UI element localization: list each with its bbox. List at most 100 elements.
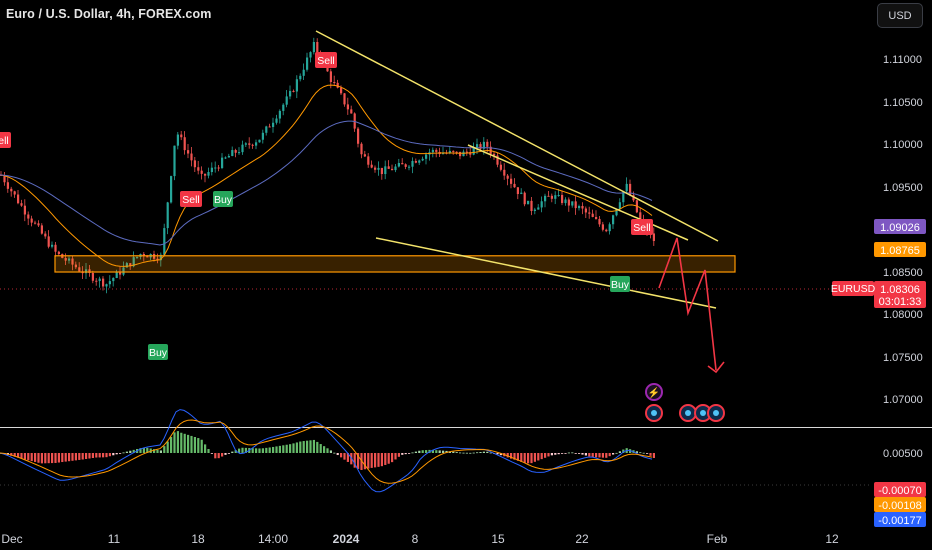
price-tick-label: 1.10500 (883, 97, 923, 109)
price-tick-label: 1.08500 (883, 267, 923, 279)
macd-histogram-bar (47, 453, 50, 464)
candle-body (78, 267, 81, 272)
macd-histogram-bar (346, 453, 349, 462)
macd-histogram-bar (156, 449, 159, 453)
macd-histogram-bar (258, 448, 261, 453)
candle-body (210, 167, 213, 173)
candle-body (618, 202, 621, 210)
price-badge (874, 281, 926, 296)
macd-histogram-bar (605, 453, 608, 458)
candle-body (329, 71, 332, 82)
candle-body (503, 169, 506, 176)
time-tick-label: 11 (108, 532, 121, 546)
macd-histogram-bar (336, 453, 339, 456)
signal-buy[interactable] (610, 276, 630, 292)
macd-histogram-bar (51, 453, 54, 464)
macd-histogram-bar (187, 434, 190, 453)
candle-body (6, 182, 9, 189)
macd-histogram-bar (472, 452, 475, 454)
candle-body (598, 218, 601, 225)
candle-body (289, 90, 292, 97)
support-zone[interactable] (54, 255, 736, 273)
macd-histogram-bar (244, 447, 247, 453)
macd-histogram-bar (221, 453, 224, 457)
price-badge-text: 1.09026 (880, 222, 920, 234)
candle-body (85, 269, 88, 274)
macd-histogram-bar (112, 453, 115, 456)
candle-body (27, 214, 30, 219)
price-tick-label: 1.10000 (883, 139, 923, 151)
candle-body (336, 82, 339, 88)
indicator-dot (685, 410, 691, 416)
candle-body (584, 208, 587, 213)
candle-body (115, 271, 118, 278)
candle-body (612, 215, 615, 225)
trendline-upper[interactable] (315, 30, 719, 242)
macd-histogram-bar (469, 452, 472, 454)
candle-body (57, 251, 60, 255)
macd-histogram-bar (81, 453, 84, 460)
price-badge (874, 219, 926, 234)
projection-arrowhead (707, 361, 725, 374)
candle-body (601, 224, 604, 230)
candle-body (132, 257, 135, 267)
macd-histogram-bar (265, 447, 268, 453)
currency-button[interactable]: USD (877, 3, 923, 28)
candle-body (227, 156, 230, 158)
macd-histogram-bar (401, 453, 404, 455)
macd-histogram-bar (278, 445, 281, 453)
signal-sell[interactable] (180, 191, 202, 207)
macd-histogram-bar (642, 452, 645, 454)
candle-body (591, 213, 594, 218)
candle-body (156, 258, 159, 261)
signal-buy[interactable] (148, 344, 168, 360)
macd-histogram-bar (241, 447, 244, 453)
candle-body (574, 201, 577, 209)
macd-histogram-bar (268, 447, 271, 453)
candle-body (231, 150, 234, 157)
candle-body (605, 229, 608, 232)
macd-histogram-bar (261, 448, 264, 453)
candle-body (217, 167, 220, 169)
signal-sell[interactable] (0, 132, 11, 148)
candle-body (37, 223, 40, 226)
candle-body (207, 172, 210, 176)
macd-histogram-bar (102, 453, 105, 458)
macd-histogram-bar (146, 447, 149, 453)
macd-histogram-bar (30, 453, 33, 462)
candle-body (146, 256, 149, 258)
time-tick-label: Feb (707, 532, 728, 546)
candle-body (608, 224, 611, 232)
macd-histogram-bar (85, 453, 88, 459)
macd-histogram-bar (584, 453, 587, 456)
signal-label: Buy (214, 194, 233, 206)
candle-body (170, 176, 173, 203)
macd-histogram-bar (574, 453, 577, 454)
candle-body (625, 183, 628, 192)
signal-sell[interactable] (315, 52, 337, 68)
macd-histogram-bar (105, 453, 108, 458)
macd-histogram-bar (299, 441, 302, 453)
macd-histogram-bar (44, 453, 47, 464)
candle-body (540, 201, 543, 208)
macd-histogram-bar (153, 449, 156, 453)
macd-histogram-bar (489, 452, 492, 454)
macd-histogram-bar (598, 453, 601, 458)
candle-body (234, 150, 237, 153)
candle-body (3, 175, 6, 183)
lightning-icon[interactable] (645, 383, 663, 401)
macd-histogram-bar (506, 453, 509, 458)
trendline-channel-top[interactable] (467, 144, 689, 241)
candle-body (527, 200, 530, 205)
macd-histogram-bar (340, 453, 343, 458)
signal-buy[interactable] (213, 191, 233, 207)
projection-path[interactable] (658, 237, 717, 371)
macd-histogram-bar (452, 451, 455, 453)
macd-histogram-bar (421, 450, 424, 453)
trendline-lower[interactable] (375, 237, 717, 309)
signal-sell[interactable] (631, 219, 653, 235)
signal-label: Sell (182, 194, 200, 206)
macd-histogram-bar (193, 436, 196, 453)
candle-body (496, 155, 499, 165)
